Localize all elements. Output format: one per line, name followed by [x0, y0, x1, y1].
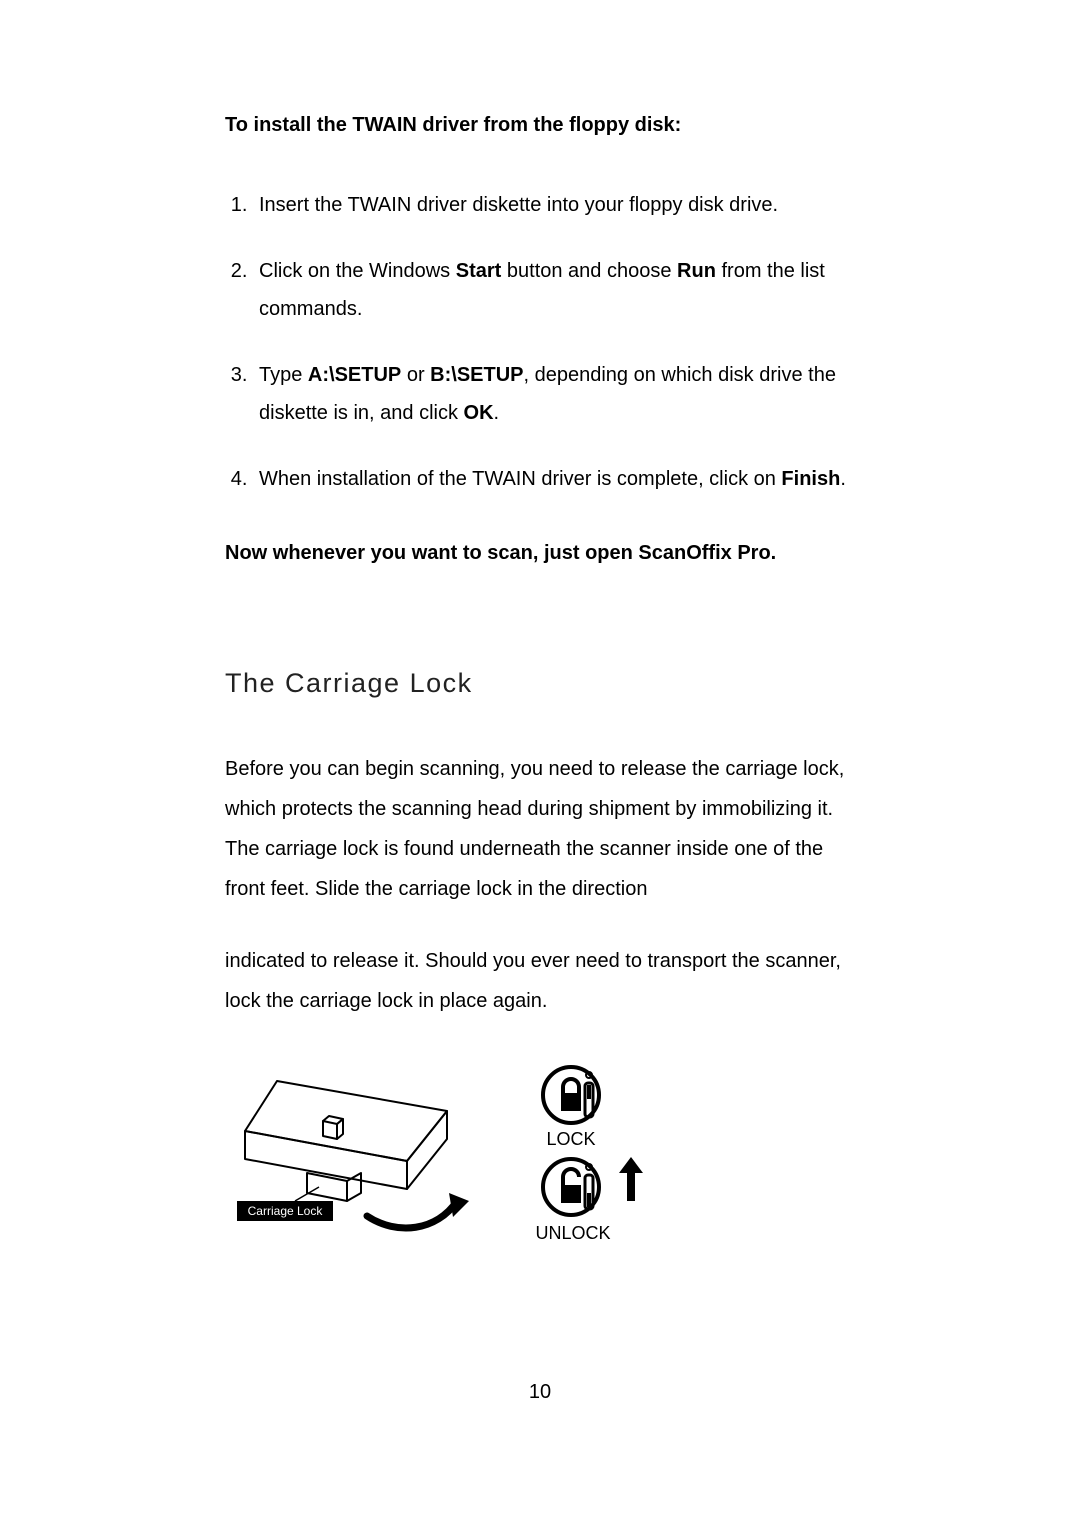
step-bold: Start: [456, 260, 502, 282]
carriage-lock-figure: Carriage Lock LOCK: [225, 1061, 860, 1261]
step-bold: B:\SETUP: [430, 364, 523, 386]
install-subheading: To install the TWAIN driver from the flo…: [225, 110, 860, 140]
page-number: 10: [0, 1381, 1080, 1444]
lock-unlock-diagram-icon: LOCK UNLOCK: [531, 1061, 661, 1261]
step-text: Type: [259, 364, 308, 386]
step-4: When installation of the TWAIN driver is…: [253, 460, 860, 498]
step-text: button and choose: [501, 260, 677, 282]
step-bold: OK: [464, 402, 494, 424]
step-2: Click on the Windows Start button and ch…: [253, 252, 860, 328]
step-text: or: [401, 364, 430, 386]
step-bold: Run: [677, 260, 716, 282]
unlock-label: UNLOCK: [535, 1223, 610, 1243]
step-text: Insert the TWAIN driver diskette into yo…: [259, 194, 778, 216]
carriage-lock-label: Carriage Lock: [248, 1204, 324, 1218]
step-bold: A:\SETUP: [308, 364, 401, 386]
section-heading-carriage-lock: The Carriage Lock: [225, 668, 860, 699]
carriage-paragraph-2: indicated to release it. Should you ever…: [225, 941, 860, 1021]
step-text: Click on the Windows: [259, 260, 456, 282]
lock-label: LOCK: [546, 1129, 595, 1149]
step-text: .: [494, 402, 500, 424]
step-1: Insert the TWAIN driver diskette into yo…: [253, 186, 860, 224]
install-steps-list: Insert the TWAIN driver diskette into yo…: [225, 186, 860, 498]
step-3: Type A:\SETUP or B:\SETUP, depending on …: [253, 356, 860, 432]
step-bold: Finish: [781, 468, 840, 490]
step-text: .: [840, 468, 846, 490]
carriage-paragraph-1: Before you can begin scanning, you need …: [225, 749, 860, 909]
scanner-diagram-icon: Carriage Lock: [237, 1061, 497, 1251]
step-text: When installation of the TWAIN driver is…: [259, 468, 781, 490]
scan-note: Now whenever you want to scan, just open…: [225, 538, 860, 568]
